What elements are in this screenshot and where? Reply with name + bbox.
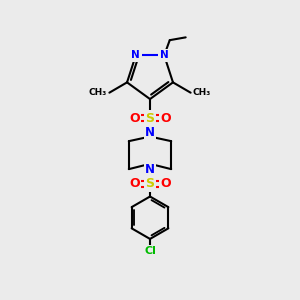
Text: N: N	[145, 163, 155, 176]
Text: O: O	[129, 112, 140, 125]
Text: Cl: Cl	[144, 246, 156, 256]
Text: O: O	[129, 177, 140, 190]
Text: O: O	[160, 112, 171, 125]
Text: O: O	[160, 177, 171, 190]
Text: N: N	[131, 50, 140, 60]
Text: N: N	[145, 126, 155, 140]
Text: CH₃: CH₃	[89, 88, 107, 97]
Text: S: S	[146, 177, 154, 190]
Text: N: N	[160, 50, 169, 60]
Text: S: S	[146, 112, 154, 125]
Text: CH₃: CH₃	[193, 88, 211, 97]
